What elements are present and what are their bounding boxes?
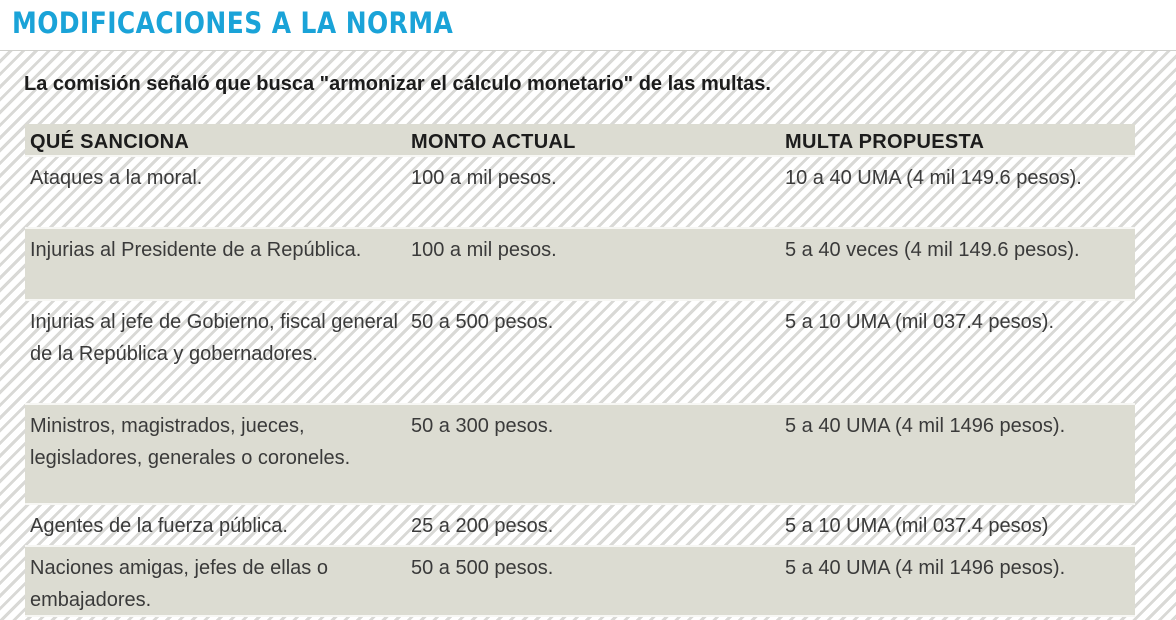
cell-monto-actual: 100 a mil pesos. [411, 167, 557, 189]
cell-multa-propuesta: 5 a 40 veces (4 mil 149.6 pesos). [785, 239, 1080, 261]
cell-sanciona: Agentes de la fuerza pública. [30, 515, 288, 537]
cell-monto-actual: 50 a 500 pesos. [411, 557, 554, 579]
cell-multa-propuesta: 5 a 40 UMA (4 mil 1496 pesos). [785, 557, 1066, 579]
table-row: Ataques a la moral. 100 a mil pesos. 10 … [25, 157, 1135, 229]
cell-monto-actual: 100 a mil pesos. [411, 239, 557, 261]
cell-multa-propuesta: 5 a 40 UMA (4 mil 1496 pesos). [785, 415, 1066, 437]
cell-multa-propuesta: 5 a 10 UMA (mil 037.4 pesos). [785, 311, 1055, 333]
table-row: Injurias al jefe de Gobierno, fiscal gen… [25, 301, 1135, 405]
table-row: Ministros, magistrados, jueces, legislad… [25, 405, 1135, 505]
column-header-monto-actual: MONTO ACTUAL [411, 131, 576, 153]
cell-monto-actual: 25 a 200 pesos. [411, 515, 554, 537]
cell-sanciona: Naciones amigas, jefes de ellas o embaja… [30, 557, 328, 611]
cell-sanciona: Ministros, magistrados, jueces, legislad… [30, 415, 351, 469]
column-header-que-sanciona: QUÉ SANCIONA [30, 131, 190, 153]
table-row: Injurias al Presidente de a República. 1… [25, 229, 1135, 301]
subtitle: La comisión señaló que busca "armonizar … [24, 73, 771, 95]
cell-multa-propuesta: 5 a 10 UMA (mil 037.4 pesos) [785, 515, 1049, 537]
column-header-multa-propuesta: MULTA PROPUESTA [785, 131, 985, 153]
cell-monto-actual: 50 a 300 pesos. [411, 415, 554, 437]
header-band: MODIFICACIONES A LA NORMA [0, 0, 1176, 51]
cell-sanciona: Ataques a la moral. [30, 167, 203, 189]
table-row: Agentes de la fuerza pública. 25 a 200 p… [25, 505, 1135, 547]
cell-multa-propuesta: 10 a 40 UMA (4 mil 149.6 pesos). [785, 167, 1082, 189]
table-header-row: QUÉ SANCIONA MONTO ACTUAL MULTA PROPUEST… [25, 124, 1135, 157]
cell-monto-actual: 50 a 500 pesos. [411, 311, 554, 333]
sanctions-table: QUÉ SANCIONA MONTO ACTUAL MULTA PROPUEST… [25, 124, 1135, 617]
cell-sanciona: Injurias al jefe de Gobierno, fiscal gen… [30, 311, 398, 365]
page-title: MODIFICACIONES A LA NORMA [12, 6, 454, 40]
table-row: Naciones amigas, jefes de ellas o embaja… [25, 547, 1135, 617]
cell-sanciona: Injurias al Presidente de a República. [30, 239, 362, 261]
